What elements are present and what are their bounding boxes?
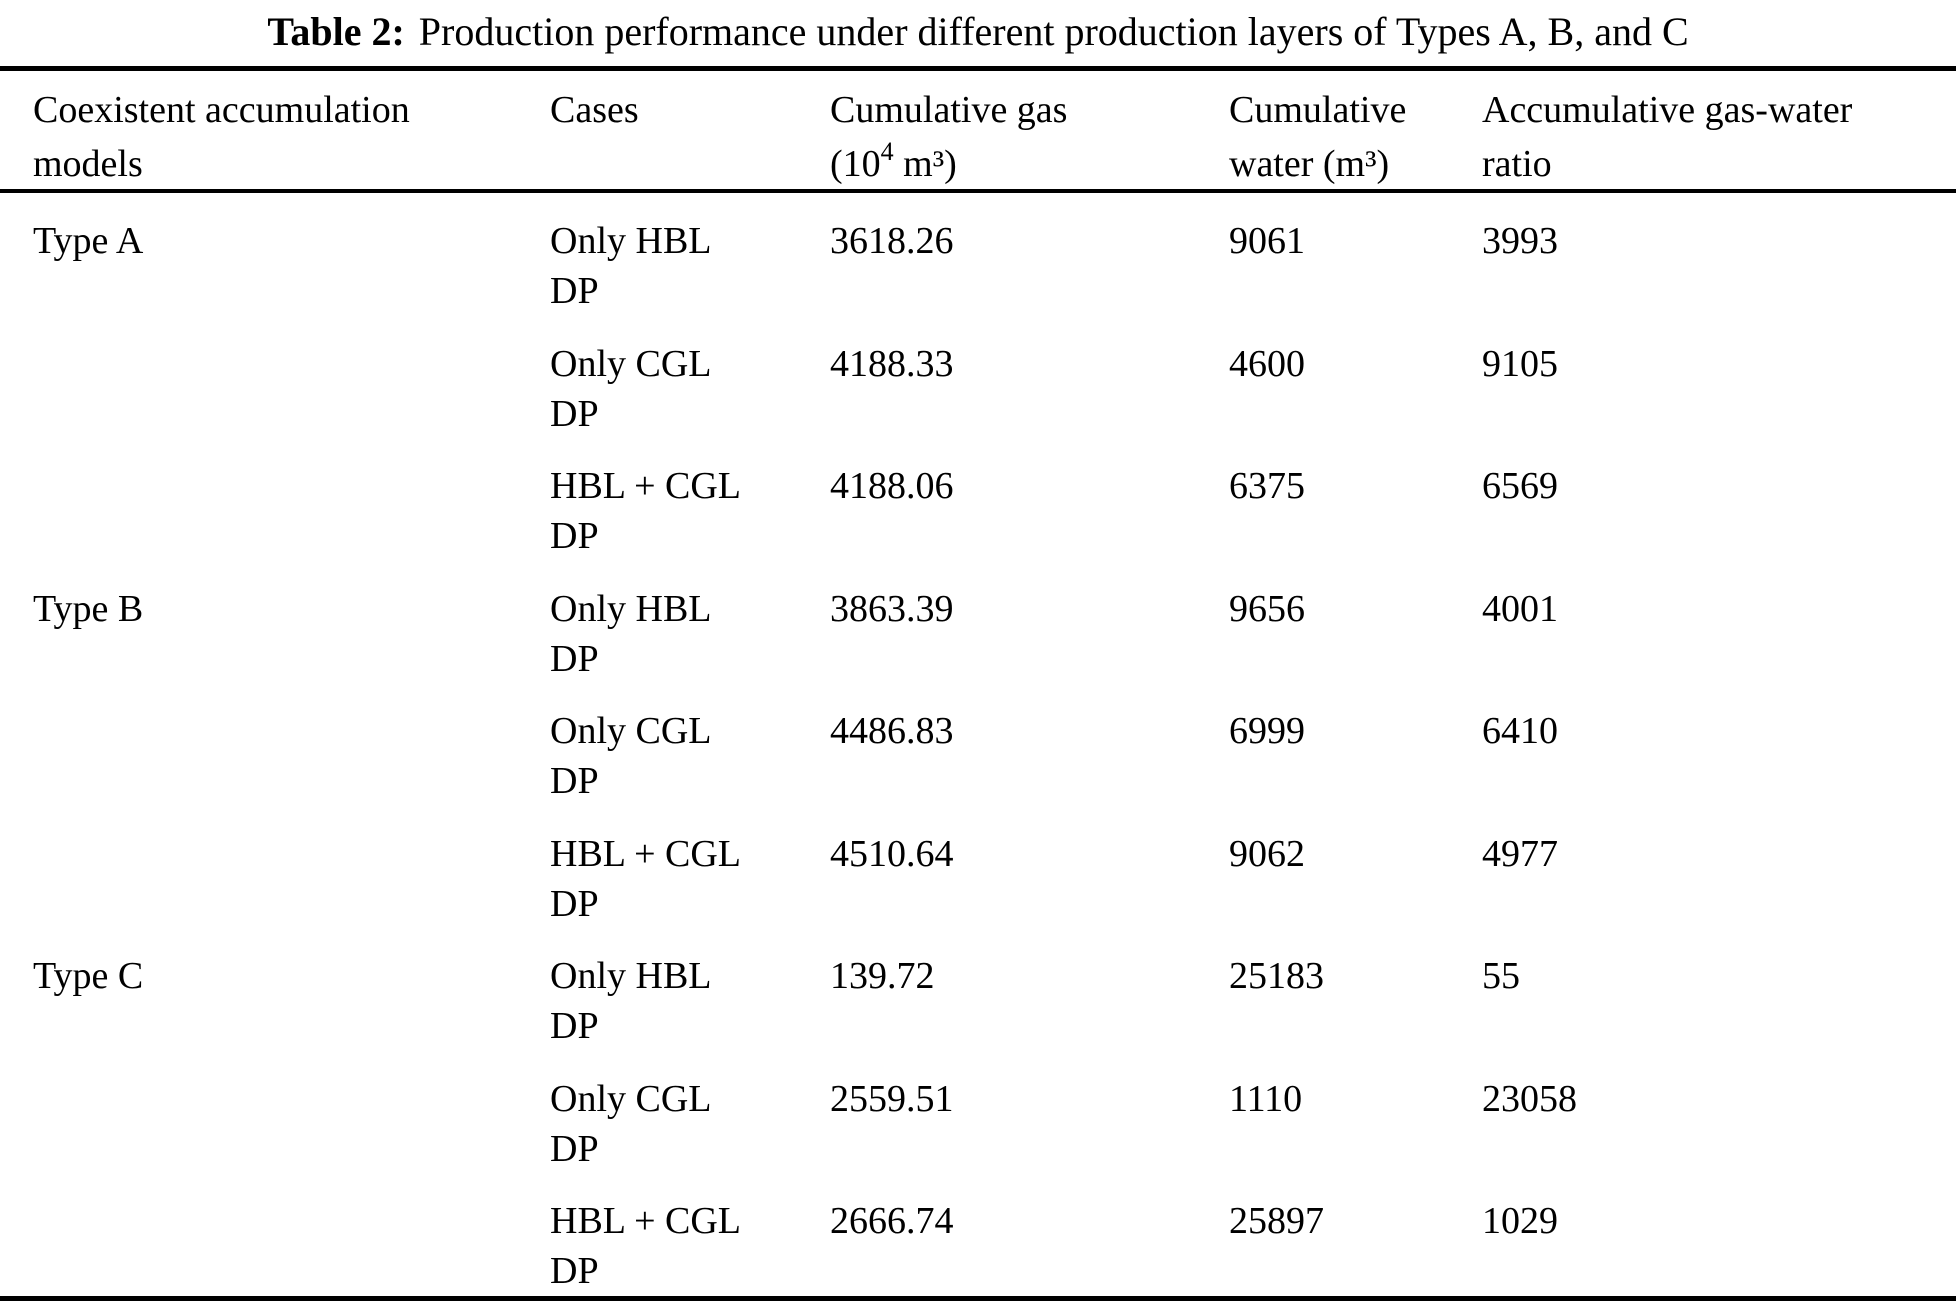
case-line1: HBL + CGL [550, 1200, 742, 1242]
cell-cumulative-gas: 4188.33 [830, 342, 954, 385]
case-line1: Only CGL [550, 710, 712, 752]
case-line2: DP [550, 760, 599, 802]
cell-model: Type A [33, 220, 144, 262]
table-row: Only CGL DP 4486.83 6999 6410 [0, 683, 1956, 806]
cell-gas-water-ratio: 6569 [1482, 465, 1558, 507]
cell-cumulative-gas: 3618.26 [830, 220, 954, 262]
header-models-line2: models [33, 143, 143, 185]
cell-model [33, 1173, 550, 1296]
cell-case: HBL + CGL DP [550, 806, 830, 929]
header-gas-water-ratio-line2: ratio [1482, 143, 1552, 185]
cell-cumulative-water: 4600 [1229, 342, 1305, 385]
case-line1: HBL + CGL [550, 832, 742, 875]
case-line1: Only HBL [550, 955, 712, 997]
case-line2: DP [550, 1250, 599, 1292]
cell-cumulative-water: 6999 [1229, 710, 1305, 752]
case-line2: DP [550, 1005, 599, 1047]
case-line2: DP [550, 1127, 599, 1170]
cell-gas-water-ratio: 4001 [1482, 587, 1558, 630]
cell-cumulative-gas: 2559.51 [830, 1077, 954, 1120]
cell-gas-water-ratio: 23058 [1482, 1077, 1577, 1120]
table-row: HBL + CGL DP 2666.74 25897 1029 [0, 1173, 1956, 1296]
cell-cumulative-gas: 4510.64 [830, 832, 954, 875]
table-row: Only CGL DP 4188.33 4600 9105 [0, 316, 1956, 439]
table-header-row: Coexistent accumulation models Cases Cum… [0, 71, 1956, 191]
cell-model: Type B [33, 587, 144, 630]
cell-model [33, 438, 550, 561]
case-line2: DP [550, 515, 599, 557]
table-row: Type C Only HBL DP 139.72 25183 55 [0, 928, 1956, 1051]
table-header-rule [0, 189, 1956, 193]
cell-cumulative-gas: 4188.06 [830, 465, 954, 507]
cell-model [33, 316, 550, 439]
cell-case: Only CGL DP [550, 1051, 830, 1174]
header-gas-water-ratio: Accumulative gas-water ratio [1482, 71, 1956, 191]
cell-gas-water-ratio: 3993 [1482, 220, 1558, 262]
cell-cumulative-gas: 139.72 [830, 955, 935, 997]
cell-gas-water-ratio: 1029 [1482, 1200, 1558, 1242]
header-gas-water-ratio-line1: Accumulative gas-water [1482, 89, 1853, 131]
table-row: HBL + CGL DP 4510.64 9062 4977 [0, 806, 1956, 929]
cell-case: Only CGL DP [550, 683, 830, 806]
table-caption-text: Production performance under different p… [418, 9, 1689, 54]
header-cumulative-water-line2: water (m³) [1229, 143, 1390, 185]
cell-cumulative-water: 1110 [1229, 1077, 1303, 1120]
case-line1: Only HBL [550, 220, 712, 262]
header-cases: Cases [550, 71, 830, 191]
case-line1: HBL + CGL [550, 465, 742, 507]
cell-gas-water-ratio: 55 [1482, 955, 1520, 997]
case-line1: Only HBL [550, 587, 712, 630]
cell-case: Only HBL DP [550, 193, 830, 316]
cell-cumulative-water: 6375 [1229, 465, 1305, 507]
case-line2: DP [550, 637, 599, 680]
table-row: HBL + CGL DP 4188.06 6375 6569 [0, 438, 1956, 561]
case-line1: Only CGL [550, 342, 712, 385]
cell-cumulative-water: 9656 [1229, 587, 1305, 630]
table-row: Type A Only HBL DP 3618.26 9061 3993 [0, 193, 1956, 316]
cell-gas-water-ratio: 6410 [1482, 710, 1558, 752]
header-cumulative-gas: Cumulative gas (104 m³) [830, 71, 1229, 191]
gas-units-exponent: 4 [880, 137, 894, 167]
header-cases-line1: Cases [550, 89, 639, 131]
case-line1: Only CGL [550, 1077, 712, 1120]
case-line2: DP [550, 882, 599, 925]
cell-gas-water-ratio: 4977 [1482, 832, 1558, 875]
cell-case: HBL + CGL DP [550, 438, 830, 561]
cell-cumulative-water: 25897 [1229, 1200, 1324, 1242]
cell-case: HBL + CGL DP [550, 1173, 830, 1296]
case-line2: DP [550, 392, 599, 435]
table-caption: Table 2: Production performance under dif… [0, 6, 1956, 58]
header-cumulative-water: Cumulative water (m³) [1229, 71, 1482, 191]
table-caption-label: Table 2: [267, 9, 405, 54]
table-bottom-rule [0, 1296, 1956, 1301]
cell-cumulative-gas: 2666.74 [830, 1200, 954, 1242]
gas-units-prefix: (10 [830, 143, 881, 185]
cell-cumulative-water: 9061 [1229, 220, 1305, 262]
gas-units-suffix: m³) [893, 143, 957, 185]
cell-gas-water-ratio: 9105 [1482, 342, 1558, 385]
cell-cumulative-water: 9062 [1229, 832, 1305, 875]
table-body: Type A Only HBL DP 3618.26 9061 3993 Onl… [0, 193, 1956, 1296]
cell-model [33, 806, 550, 929]
cell-case: Only HBL DP [550, 928, 830, 1051]
cell-case: Only HBL DP [550, 561, 830, 684]
table-row: Type B Only HBL DP 3863.39 9656 4001 [0, 561, 1956, 684]
header-cumulative-gas-units: (104 m³) [830, 137, 1229, 191]
header-models: Coexistent accumulation models [33, 71, 550, 191]
table-top-rule [0, 66, 1956, 71]
cell-cumulative-water: 25183 [1229, 955, 1324, 997]
table-row: Only CGL DP 2559.51 1110 23058 [0, 1051, 1956, 1174]
case-line2: DP [550, 270, 599, 312]
header-cumulative-gas-line1: Cumulative gas [830, 89, 1068, 131]
header-models-line1: Coexistent accumulation [33, 89, 410, 131]
cell-cumulative-gas: 3863.39 [830, 587, 954, 630]
header-cumulative-water-line1: Cumulative [1229, 89, 1407, 131]
cell-model [33, 1051, 550, 1174]
cell-case: Only CGL DP [550, 316, 830, 439]
cell-cumulative-gas: 4486.83 [830, 710, 954, 752]
cell-model: Type C [33, 955, 144, 997]
cell-model [33, 683, 550, 806]
